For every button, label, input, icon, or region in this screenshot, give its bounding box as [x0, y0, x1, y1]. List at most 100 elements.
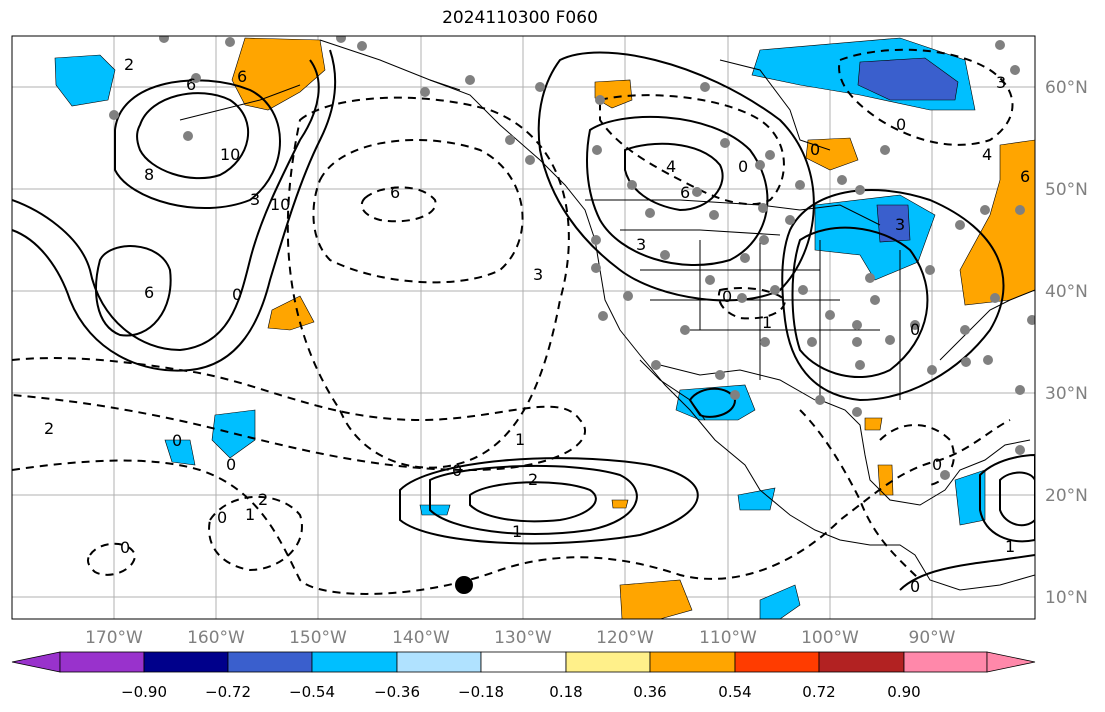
contour-label: 6: [237, 67, 247, 86]
lon-label: 140°W: [392, 628, 450, 648]
graticule: [12, 36, 1035, 619]
shade-negative: [54, 54, 116, 107]
contour-label: 6: [144, 283, 154, 302]
lat-label: 40°N: [1045, 282, 1088, 302]
contour-label: 0: [120, 538, 130, 557]
shade-positive: [619, 579, 693, 619]
contour-label: 6: [390, 183, 400, 202]
shade-negative: [419, 504, 451, 516]
contour-label: 3: [636, 235, 646, 254]
colorbar-segment-lower-extend: [11, 651, 61, 673]
colorbar-segment-upper-extend: [986, 651, 1036, 673]
colorbar-segment: [396, 651, 482, 673]
shade-strong-negative: [857, 57, 959, 101]
contour-label: 0: [172, 431, 182, 450]
contour-label: 1: [762, 313, 772, 332]
contour-label: 3: [250, 190, 260, 209]
colorbar-tick: 0.18: [549, 683, 582, 701]
colorbar-segment: [59, 651, 145, 673]
contour-label: 1: [512, 522, 522, 541]
colorbar: [11, 651, 1036, 673]
shade-negative: [164, 439, 196, 466]
colorbar-segment: [734, 651, 820, 673]
contour-label: 1: [1005, 537, 1015, 556]
contour-label: 3: [895, 215, 905, 234]
shade-negative: [954, 469, 986, 526]
colorbar-segment: [227, 651, 313, 673]
lon-label: 160°W: [187, 628, 245, 648]
contour-label: 4: [982, 145, 992, 164]
contour-label: 2: [528, 470, 538, 489]
contour-label: 10: [220, 145, 240, 164]
contour-labels: 2 6 6 10 8 6 10 3 6 3 2 0 0 2 1 0 0 1 2 …: [44, 55, 1030, 596]
border-us-mexico: [659, 364, 816, 401]
lon-label: 170°W: [85, 628, 143, 648]
coastline-gulf: [819, 399, 1031, 506]
contour-label: 4: [666, 157, 676, 176]
colorbar-tick: 0.36: [633, 683, 666, 701]
contour-label: 1: [245, 505, 255, 524]
contour-label: 0: [932, 455, 942, 474]
storm-center-marker: [455, 576, 473, 594]
shade-negative: [759, 584, 801, 619]
lon-label: 90°W: [909, 628, 956, 648]
contour-label: 0: [896, 115, 906, 134]
contour-label: 0: [910, 577, 920, 596]
colorbar-tick: 0.72: [802, 683, 835, 701]
contour-label: 6: [1020, 167, 1030, 186]
station-markers: [109, 36, 1035, 480]
contour-label: 3: [533, 265, 543, 284]
shade-positive: [877, 464, 894, 496]
shade-negative: [211, 409, 256, 459]
lon-label: 150°W: [289, 628, 347, 648]
shade-positive: [864, 417, 883, 431]
contour-label: 0: [226, 455, 236, 474]
colorbar-segment: [143, 651, 229, 673]
colorbar-tick: −0.18: [458, 683, 504, 701]
contour-label: 8: [144, 165, 154, 184]
border-us-canada: [585, 199, 881, 226]
contour-label: 0: [722, 287, 732, 306]
contour-label: 0: [217, 508, 227, 527]
colorbar-tick: 0.90: [887, 683, 920, 701]
coastline-hudson: [719, 59, 831, 151]
contour-label: 2: [124, 55, 134, 74]
colorbar-tick: −0.72: [205, 683, 251, 701]
latitude-axis: 60°N 50°N 40°N 30°N 20°N 10°N: [1045, 78, 1088, 608]
lat-label: 60°N: [1045, 78, 1088, 98]
contour-label: 0: [810, 140, 820, 159]
colorbar-segment: [311, 651, 398, 673]
contour-label: 0: [738, 157, 748, 176]
colorbar-tick: −0.36: [374, 683, 420, 701]
shade-strong-negative: [876, 204, 911, 243]
colorbar-tick: −0.90: [121, 683, 167, 701]
contour-label: 0: [452, 461, 462, 480]
lon-label: 130°W: [494, 628, 552, 648]
map-frame: [11, 35, 1036, 620]
contour-label: 1: [515, 430, 525, 449]
lat-label: 10°N: [1045, 588, 1088, 608]
lat-label: 20°N: [1045, 486, 1088, 506]
coastlines: [179, 39, 1035, 591]
colorbar-tick: −0.54: [289, 683, 335, 701]
contour-label: 6: [186, 75, 196, 94]
contour-label: 0: [232, 285, 242, 304]
contour-label: 10: [270, 195, 290, 214]
shade-positive: [959, 139, 1035, 306]
border-states: [620, 229, 901, 400]
lon-label: 120°W: [596, 628, 654, 648]
map-title: 2024110300 F060: [442, 8, 598, 28]
contour-label: 6: [680, 183, 690, 202]
shade-negative: [675, 384, 756, 421]
colorbar-segment: [903, 651, 988, 673]
longitude-axis: 170°W 160°W 150°W 140°W 130°W 120°W 110°…: [85, 628, 956, 648]
lat-label: 30°N: [1045, 384, 1088, 404]
contour-label: 2: [44, 419, 54, 438]
shade-negative: [737, 487, 776, 511]
colorbar-ticks: −0.90 −0.72 −0.54 −0.36 −0.18 0.18 0.36 …: [121, 683, 921, 701]
map-panel: 2 6 6 10 8 6 10 3 6 3 2 0 0 2 1 0 0 1 2 …: [12, 36, 1035, 619]
colorbar-tick: 0.54: [718, 683, 751, 701]
coastline-east: [939, 289, 1035, 361]
lon-label: 100°W: [801, 628, 859, 648]
